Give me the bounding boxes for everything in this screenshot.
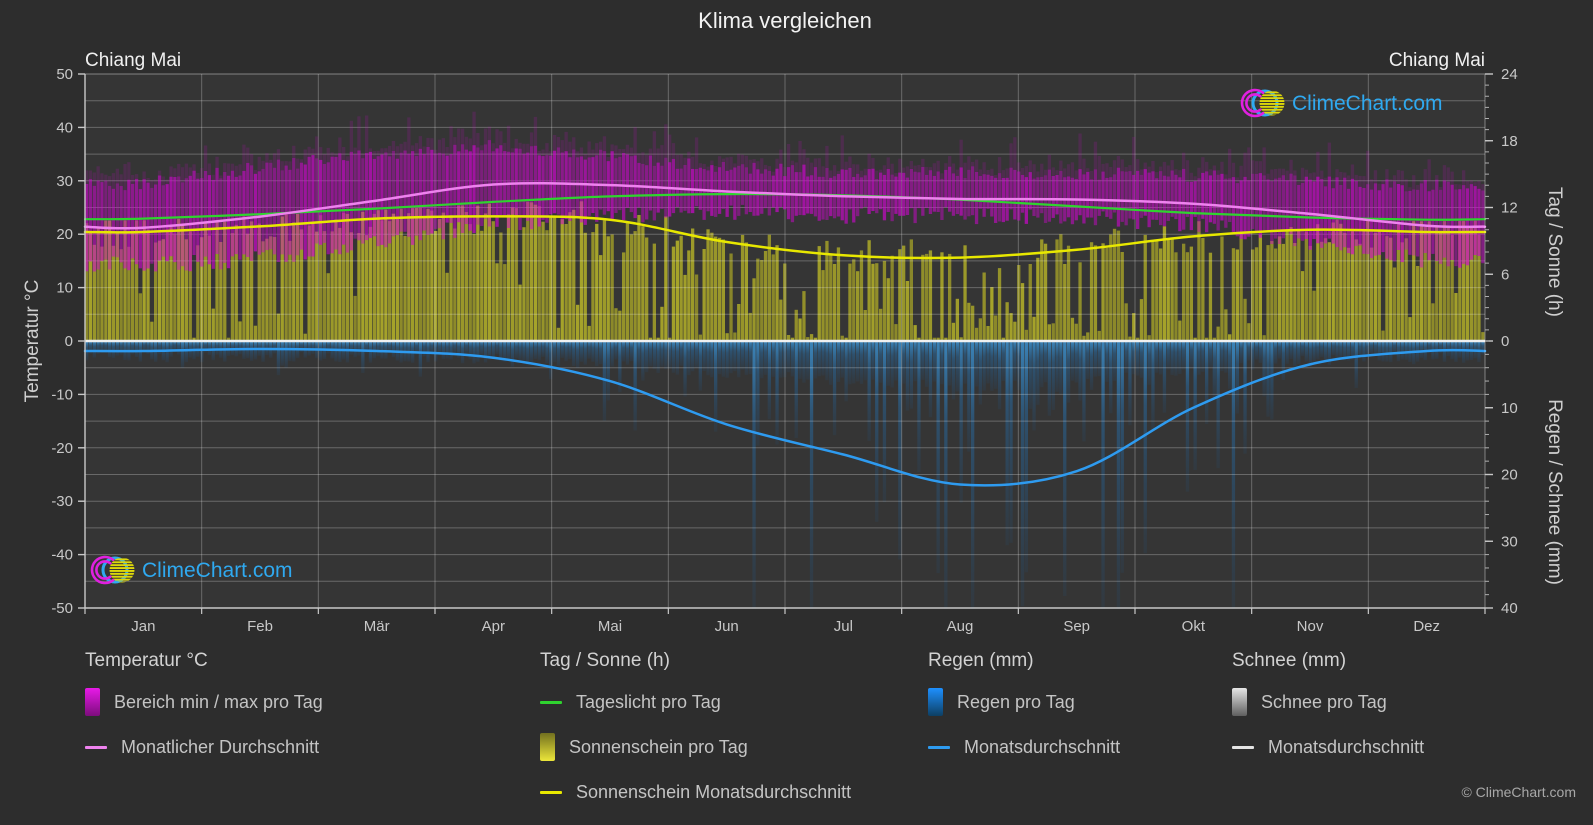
legend-item-label: Bereich min / max pro Tag — [114, 691, 323, 712]
y-axis-tick-label: -50 — [51, 600, 73, 617]
legend-item-label: Monatlicher Durchschnitt — [121, 736, 320, 757]
x-axis-month-label: Jun — [715, 618, 739, 635]
legend-item-label: Tageslicht pro Tag — [576, 691, 721, 712]
snow-swatch-icon — [1232, 688, 1247, 716]
y-axis-tick-label: -10 — [51, 386, 73, 403]
rain-axis-tick-label: 10 — [1501, 400, 1518, 417]
legend-column-snow: Schnee (mm) Schnee pro Tag Monatsdurchsc… — [1232, 650, 1424, 778]
rain-axis-tick-label: 20 — [1501, 467, 1518, 484]
x-axis-month-label: Sep — [1063, 618, 1090, 635]
x-axis-month-label: Jan — [131, 618, 155, 635]
legend-column-sun: Tag / Sonne (h) Tageslicht pro Tag Sonne… — [540, 650, 851, 823]
x-axis-month-label: Mär — [364, 618, 390, 635]
copyright-text: © ClimeChart.com — [1461, 784, 1576, 800]
x-axis-month-label: Jul — [834, 618, 853, 635]
sun-axis-title: Tag / Sonne (h) — [1544, 187, 1565, 317]
sunshine-swatch-icon — [540, 733, 555, 761]
legend-item: Monatsdurchschnitt — [1232, 733, 1424, 761]
legend-column-rain: Regen (mm) Regen pro Tag Monatsdurchschn… — [928, 650, 1120, 778]
temp-average-line-icon — [85, 745, 107, 749]
legend-item-label: Sonnenschein Monatsdurchschnitt — [576, 781, 852, 802]
legend-heading: Tag / Sonne (h) — [540, 650, 670, 671]
legend-heading: Schnee (mm) — [1232, 650, 1347, 671]
rain-axis-tick-label: 30 — [1501, 533, 1518, 550]
rain-average-curve — [83, 347, 1487, 487]
rain-average-line-icon — [928, 745, 950, 749]
legend-item-label: Schnee pro Tag — [1261, 691, 1387, 712]
legend-item: Bereich min / max pro Tag — [85, 688, 323, 716]
sun-axis-tick-label: 6 — [1501, 266, 1509, 283]
x-axis-month-label: Mai — [598, 618, 622, 635]
x-axis-month-label: Okt — [1182, 618, 1206, 635]
page-title: Klima vergleichen — [698, 8, 872, 33]
x-axis-month-label: Aug — [947, 618, 974, 635]
climechart-logo-text: ClimeChart.com — [1292, 92, 1443, 115]
sun-axis-tick-label: 12 — [1501, 200, 1518, 217]
legend-heading: Temperatur °C — [85, 650, 208, 671]
x-axis-month-label: Apr — [482, 618, 505, 635]
snow-average-line-icon — [1232, 745, 1254, 749]
y-axis-tick-label: -40 — [51, 547, 73, 564]
x-axis-month-label: Feb — [247, 618, 273, 635]
legend-item-label: Monatsdurchschnitt — [1268, 736, 1425, 757]
legend-item: Monatlicher Durchschnitt — [85, 733, 323, 761]
climechart-logo-top-right[interactable]: ClimeChart.com — [1240, 88, 1443, 118]
sun-axis-tick-label: 18 — [1501, 133, 1518, 150]
legend-item-label: Sonnenschein pro Tag — [569, 736, 748, 757]
y-axis-tick-label: -20 — [51, 440, 73, 457]
legend-item-label: Monatsdurchschnitt — [964, 736, 1121, 757]
y-axis-tick-label: 0 — [65, 333, 73, 350]
rain-axis-title: Regen / Schnee (mm) — [1544, 399, 1565, 585]
climechart-logo-bottom-left[interactable]: ClimeChart.com — [90, 555, 293, 585]
rain-swatch-icon — [928, 688, 943, 716]
sunshine-average-line-icon — [540, 790, 562, 794]
legend-item: Sonnenschein pro Tag — [540, 733, 851, 761]
y-axis-tick-label: 50 — [56, 66, 73, 83]
y-axis-tick-label: 40 — [56, 119, 73, 136]
legend-item: Regen pro Tag — [928, 688, 1120, 716]
legend-item: Sonnenschein Monatsdurchschnitt — [540, 778, 851, 806]
axes: -50 -40 -30 -20 -10 0 10 20 30 40 50 0 6 12 18 24 10 20 30… — [22, 50, 1565, 635]
y-axis-tick-label: 10 — [56, 280, 73, 297]
y-axis-tick-label: 30 — [56, 173, 73, 190]
climechart-logo-text: ClimeChart.com — [142, 559, 293, 582]
temp-range-swatch-icon — [85, 688, 100, 716]
legend-column-temperature: Temperatur °C Bereich min / max pro Tag … — [85, 650, 323, 778]
legend-item-label: Regen pro Tag — [957, 691, 1075, 712]
legend-heading: Regen (mm) — [928, 650, 1034, 671]
legend-item: Tageslicht pro Tag — [540, 688, 851, 716]
legend-item: Monatsdurchschnitt — [928, 733, 1120, 761]
legend-item: Schnee pro Tag — [1232, 688, 1424, 716]
station-label-right: Chiang Mai — [1389, 50, 1485, 71]
sunshine-average-curve — [83, 215, 1487, 260]
sunshine-daily-bars — [85, 201, 1485, 341]
x-axis-month-label: Nov — [1297, 618, 1324, 635]
y-axis-tick-label: -30 — [51, 493, 73, 510]
left-axis-title: Temperatur °C — [22, 280, 43, 403]
rain-axis-tick-label: 40 — [1501, 600, 1518, 617]
x-axis-month-label: Dez — [1413, 618, 1440, 635]
station-label-left: Chiang Mai — [85, 50, 181, 71]
daylight-line-icon — [540, 700, 562, 704]
y-axis-tick-label: 20 — [56, 226, 73, 243]
sun-axis-tick-label: 24 — [1501, 66, 1518, 83]
temperature-average-curve — [83, 182, 1487, 230]
sun-axis-tick-label: 0 — [1501, 333, 1509, 350]
